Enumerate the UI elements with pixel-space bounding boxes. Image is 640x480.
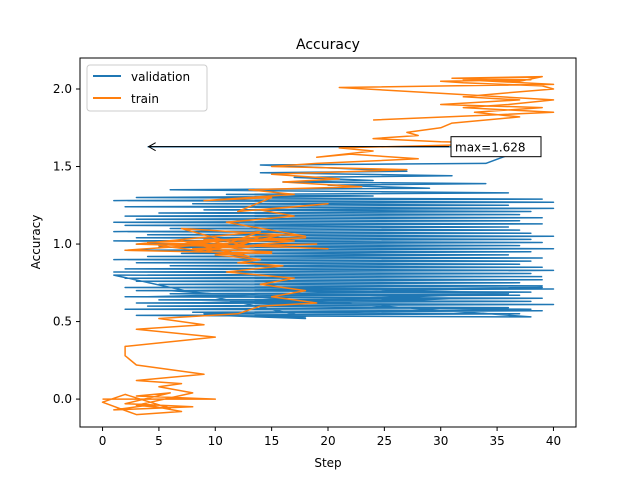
- y-tick-label: 0.5: [53, 315, 72, 329]
- annotation: max=1.628: [147, 136, 542, 158]
- series-layer: [101, 75, 555, 416]
- x-tick-label: 25: [377, 434, 392, 448]
- x-tick-label: 10: [208, 434, 223, 448]
- annotation-box: [450, 136, 542, 158]
- y-axis-ticks: 0.0 0.5 1.0 1.5 2.0: [53, 82, 80, 406]
- annotation-arrow-head: [147, 142, 156, 152]
- legend-label-validation: validation: [131, 70, 190, 84]
- x-tick-label: 30: [433, 434, 448, 448]
- x-tick-label: 0: [99, 434, 107, 448]
- y-tick-label: 0.0: [53, 392, 72, 406]
- x-axis-ticks: 0 5 10 15 20 25 30 35 40: [99, 427, 561, 448]
- x-tick-label: 5: [155, 434, 163, 448]
- series-line-validation: [113, 145, 555, 320]
- x-tick-label: 20: [320, 434, 335, 448]
- y-axis-label: Accuracy: [29, 215, 43, 270]
- y-tick-label: 1.5: [53, 160, 72, 174]
- y-tick-label: 1.0: [53, 237, 72, 251]
- series-line-train: [101, 75, 555, 416]
- legend: validation train: [86, 64, 208, 112]
- y-tick-label: 2.0: [53, 82, 72, 96]
- x-axis-label: Step: [314, 456, 341, 470]
- legend-label-train: train: [131, 92, 159, 106]
- annotation-text: max=1.628: [455, 141, 526, 155]
- x-tick-label: 40: [546, 434, 561, 448]
- x-tick-label: 35: [489, 434, 504, 448]
- chart-title: Accuracy: [296, 37, 360, 53]
- x-tick-label: 15: [264, 434, 279, 448]
